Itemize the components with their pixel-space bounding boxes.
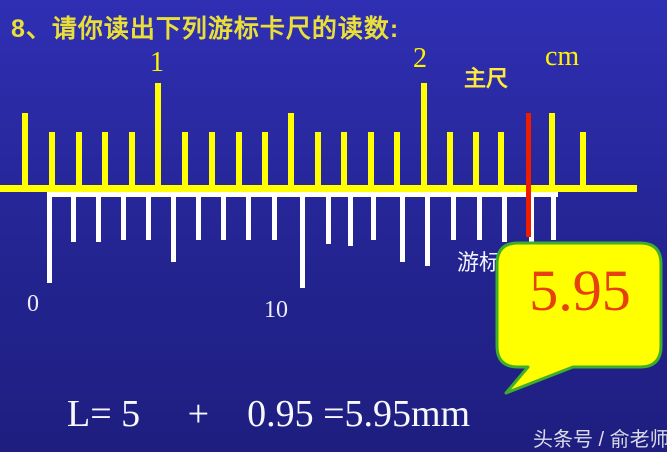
vernier-tick [195,192,201,240]
vernier-tick [46,192,52,283]
vernier-tick [95,192,101,242]
vernier-tick [170,192,176,262]
main-scale-tick [368,132,374,192]
vernier-tick [271,192,277,240]
vernier-tick [528,192,534,242]
main-scale-tick [129,132,135,192]
main-scale-label-2: 2 [413,43,427,74]
main-scale-tick [315,132,321,192]
vernier-tick [145,192,151,240]
main-scale-tick [580,132,586,192]
slide-title: 8、请你读出下列游标卡尺的读数: [11,15,400,43]
vernier-name-label: 游标 [457,250,502,275]
main-scale-name-label: 主尺 [464,66,509,91]
main-scale-tick [209,132,215,192]
main-scale-tick [498,132,504,192]
main-scale-tick [549,113,555,192]
main-scale-tick [288,113,294,192]
main-scale-tick [102,132,108,192]
main-scale-label-1: 1 [150,47,164,78]
main-scale-tick [49,132,55,192]
vernier-tick [70,192,76,242]
callout-bubble-shape [495,241,663,395]
main-scale-tick [262,132,268,192]
vernier-tick [501,192,507,242]
vernier-tick [450,192,456,240]
main-scale-tick [155,83,161,192]
main-scale-unit-label: cm [545,41,580,72]
main-scale-tick [22,113,28,192]
watermark: 头条号 / 俞老师 [533,429,667,451]
vernier-tick [347,192,353,246]
main-scale-tick [182,132,188,192]
vernier-label-10: 10 [264,297,288,323]
reading-formula: L= 5 + 0.95 =5.95mm [67,393,471,435]
vernier-tick [476,192,482,240]
vernier-tick [120,192,126,240]
vernier-tick [550,192,556,240]
vernier-label-0: 0 [27,291,39,317]
vernier-tick [370,192,376,240]
vernier-tick [245,192,251,240]
vernier-tick [399,192,405,262]
main-scale-tick [76,132,82,192]
main-scale-tick [394,132,400,192]
vernier-tick [424,192,430,266]
main-scale-tick [473,132,479,192]
vernier-tick [220,192,226,240]
main-scale-tick [447,132,453,192]
main-scale-tick [236,132,242,192]
vernier-tick [325,192,331,244]
main-scale-tick [341,132,347,192]
vernier-tick [299,192,305,288]
alignment-marker-line [525,113,531,237]
callout-reading-value: 5.95 [529,258,631,323]
main-scale-tick [421,83,427,192]
